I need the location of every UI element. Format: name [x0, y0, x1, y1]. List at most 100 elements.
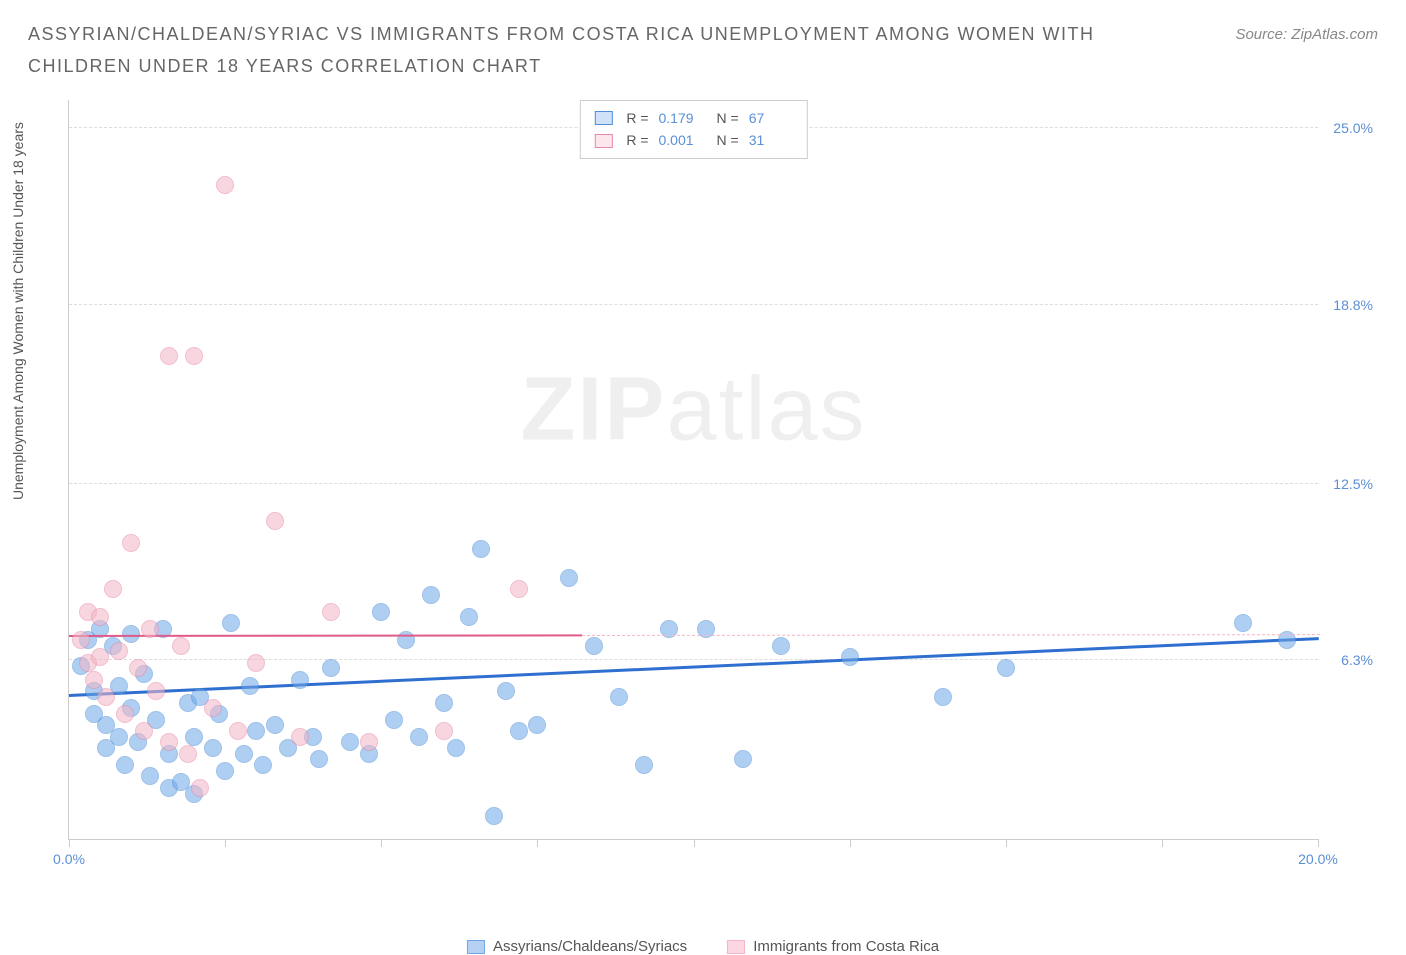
y-tick-label: 6.3%: [1341, 652, 1373, 668]
scatter-point: [179, 745, 197, 763]
scatter-point: [497, 682, 515, 700]
scatter-point: [160, 733, 178, 751]
legend-item: Immigrants from Costa Rica: [727, 938, 939, 955]
scatter-point: [291, 671, 309, 689]
correlation-chart: Unemployment Among Women with Children U…: [28, 100, 1378, 900]
scatter-point: [172, 637, 190, 655]
scatter-point: [560, 569, 578, 587]
x-tick: [537, 839, 538, 847]
scatter-point: [204, 699, 222, 717]
scatter-point: [72, 631, 90, 649]
scatter-point: [204, 739, 222, 757]
scatter-point: [635, 756, 653, 774]
scatter-point: [472, 540, 490, 558]
scatter-point: [241, 677, 259, 695]
scatter-point: [435, 722, 453, 740]
scatter-point: [247, 654, 265, 672]
scatter-point: [110, 642, 128, 660]
stat-n-label: N =: [717, 107, 739, 129]
gridline: [69, 483, 1318, 484]
scatter-point: [141, 767, 159, 785]
trend-line: [581, 635, 1319, 637]
scatter-point: [585, 637, 603, 655]
scatter-point: [229, 722, 247, 740]
stat-n-label: N =: [717, 129, 739, 151]
scatter-point: [1234, 614, 1252, 632]
scatter-point: [266, 512, 284, 530]
watermark: ZIPatlas: [520, 359, 866, 462]
x-tick: [1318, 839, 1319, 847]
scatter-point: [191, 779, 209, 797]
scatter-point: [147, 682, 165, 700]
scatter-point: [734, 750, 752, 768]
scatter-point: [422, 586, 440, 604]
scatter-point: [135, 722, 153, 740]
x-tick: [694, 839, 695, 847]
scatter-point: [460, 608, 478, 626]
scatter-point: [185, 347, 203, 365]
stats-row: R = 0.179 N = 67: [594, 107, 792, 129]
scatter-point: [934, 688, 952, 706]
scatter-point: [447, 739, 465, 757]
scatter-point: [129, 659, 147, 677]
scatter-point: [385, 711, 403, 729]
scatter-point: [266, 716, 284, 734]
scatter-point: [185, 728, 203, 746]
scatter-point: [91, 608, 109, 626]
stat-r-label: R =: [626, 129, 648, 151]
scatter-point: [841, 648, 859, 666]
plot-area: ZIPatlas R =0.179N =67R =0.001N =31 6.3%…: [68, 100, 1318, 840]
scatter-point: [160, 347, 178, 365]
x-tick: [850, 839, 851, 847]
stat-r-label: R =: [626, 107, 648, 129]
scatter-point: [247, 722, 265, 740]
series-swatch: [594, 134, 612, 148]
x-tick-label: 0.0%: [53, 851, 85, 867]
scatter-point: [322, 603, 340, 621]
scatter-point: [216, 176, 234, 194]
scatter-point: [116, 756, 134, 774]
scatter-point: [322, 659, 340, 677]
scatter-point: [141, 620, 159, 638]
scatter-point: [510, 722, 528, 740]
scatter-point: [291, 728, 309, 746]
x-tick: [1006, 839, 1007, 847]
chart-title: ASSYRIAN/CHALDEAN/SYRIAC VS IMMIGRANTS F…: [28, 18, 1128, 83]
scatter-point: [222, 614, 240, 632]
x-tick: [69, 839, 70, 847]
scatter-point: [360, 733, 378, 751]
stat-r-value: 0.001: [659, 129, 703, 151]
stat-n-value: 67: [749, 107, 793, 129]
scatter-point: [110, 728, 128, 746]
scatter-point: [510, 580, 528, 598]
source-attribution: Source: ZipAtlas.com: [1235, 18, 1378, 43]
stats-row: R = 0.001 N = 31: [594, 129, 792, 151]
legend-label: Assyrians/Chaldeans/Syriacs: [493, 938, 687, 955]
x-tick: [1162, 839, 1163, 847]
legend-label: Immigrants from Costa Rica: [753, 938, 939, 955]
scatter-point: [254, 756, 272, 774]
scatter-point: [235, 745, 253, 763]
stat-r-value: 0.179: [659, 107, 703, 129]
scatter-point: [435, 694, 453, 712]
scatter-point: [104, 580, 122, 598]
stat-n-value: 31: [749, 129, 793, 151]
y-tick-label: 18.8%: [1333, 297, 1373, 313]
x-tick: [381, 839, 382, 847]
scatter-point: [310, 750, 328, 768]
y-axis-label: Unemployment Among Women with Children U…: [10, 122, 26, 500]
scatter-point: [216, 762, 234, 780]
y-tick-label: 12.5%: [1333, 476, 1373, 492]
scatter-point: [372, 603, 390, 621]
legend-item: Assyrians/Chaldeans/Syriacs: [467, 938, 687, 955]
stats-legend-box: R = 0.179 N = 67 R = 0.001 N = 31: [579, 100, 807, 159]
bottom-legend: Assyrians/Chaldeans/Syriacs Immigrants fr…: [467, 938, 939, 955]
legend-swatch: [727, 940, 745, 954]
legend-swatch: [467, 940, 485, 954]
scatter-point: [772, 637, 790, 655]
y-tick-label: 25.0%: [1333, 120, 1373, 136]
series-swatch: [594, 111, 612, 125]
gridline: [69, 304, 1318, 305]
scatter-point: [341, 733, 359, 751]
scatter-point: [97, 688, 115, 706]
